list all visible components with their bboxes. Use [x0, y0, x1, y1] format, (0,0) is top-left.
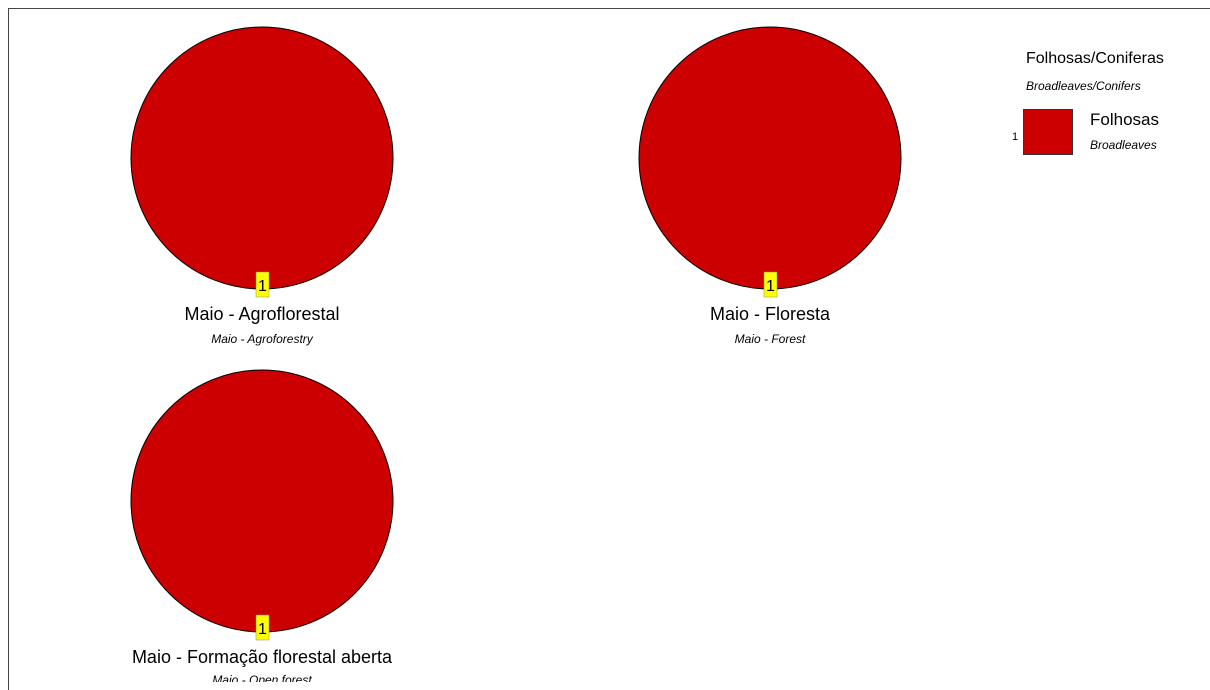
slice-label: 1	[258, 621, 267, 638]
pie-slice-folhosas	[130, 369, 394, 633]
legend-swatch-folhosas	[1023, 109, 1073, 155]
slice-label-box	[255, 614, 270, 641]
legend-title: Folhosas/Coniferas	[1026, 50, 1164, 67]
pie-slice-folhosas	[130, 26, 394, 290]
pie-title: Maio - Floresta	[710, 304, 831, 324]
slice-label-box	[255, 271, 270, 298]
pie-chart-1: 1 Maio - Agroflorestal Maio - Agroforestry	[130, 26, 394, 346]
slice-label-box	[763, 271, 778, 298]
pie-chart-2: 1 Maio - Floresta Maio - Forest	[638, 26, 902, 346]
legend-item-label: Folhosas	[1090, 110, 1159, 129]
pie-slice-folhosas	[638, 26, 902, 290]
pie-chart-3: 1 Maio - Formação florestal aberta Maio - …	[130, 369, 394, 682]
legend-item-number: 1	[1012, 131, 1019, 143]
legend-item-sublabel: Broadleaves	[1090, 138, 1157, 152]
legend-subtitle: Broadleaves/Conifers	[1026, 79, 1141, 93]
chart-frame	[8, 8, 1210, 690]
pie-subtitle: Maio - Open forest	[212, 673, 312, 682]
pie-title: Maio - Agroflorestal	[184, 304, 339, 324]
pie-subtitle: Maio - Forest	[735, 332, 806, 346]
pie-subtitle: Maio - Agroforestry	[211, 332, 314, 346]
slice-label: 1	[766, 278, 775, 295]
slice-label: 1	[258, 278, 267, 295]
pie-title: Maio - Formação florestal aberta	[132, 647, 393, 667]
